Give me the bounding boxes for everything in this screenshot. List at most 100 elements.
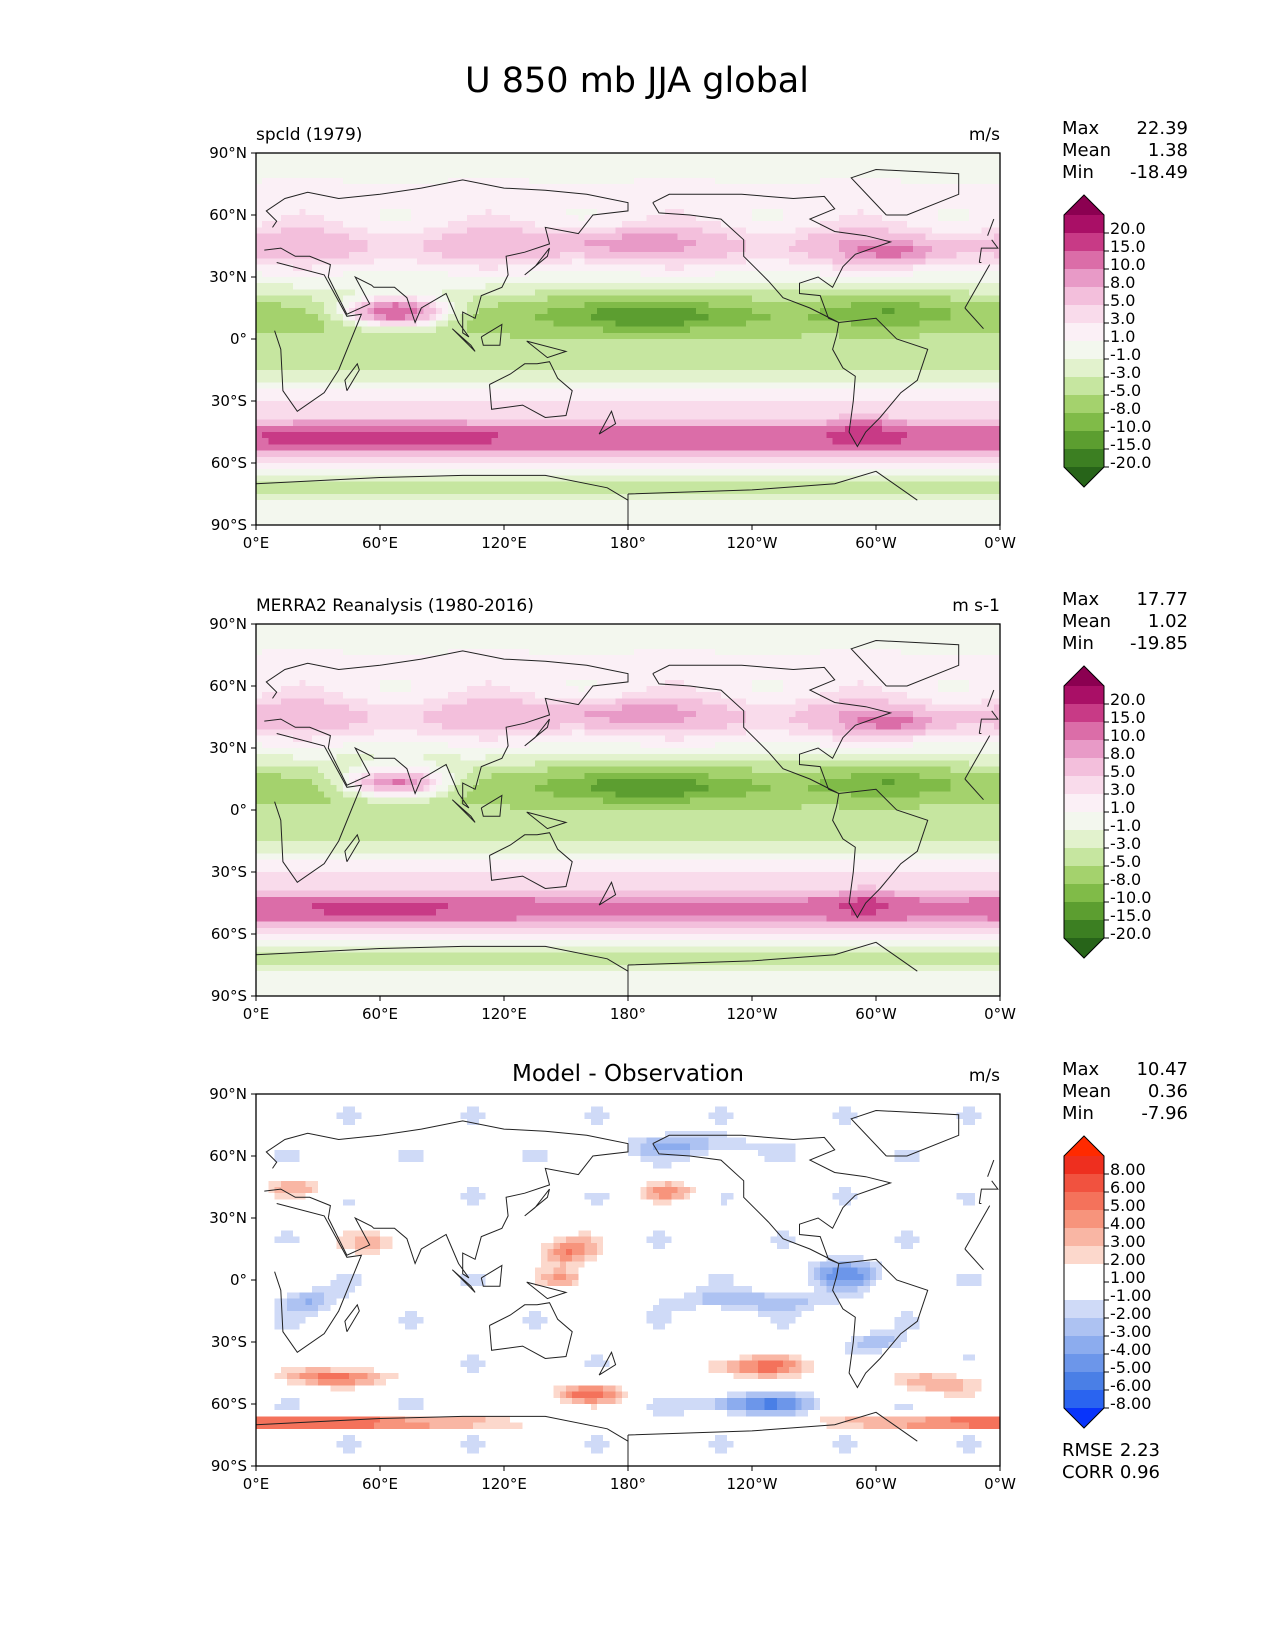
field-cell: [907, 221, 914, 228]
field-cell: [504, 172, 511, 179]
field-cell: [442, 190, 449, 197]
field-cell: [988, 159, 995, 166]
field-cell: [442, 159, 449, 166]
field-cell: [392, 209, 399, 216]
field-cell: [764, 215, 771, 222]
field-cell: [671, 165, 678, 172]
field-cell: [355, 215, 362, 222]
field-cell: [733, 203, 740, 210]
field-cell: [640, 190, 647, 197]
field-cell: [473, 221, 480, 228]
field-cell: [430, 215, 437, 222]
field-cell: [368, 153, 375, 160]
field-cell: [609, 153, 616, 160]
field-cell: [380, 227, 387, 234]
field-cell: [950, 221, 957, 228]
field-cell: [467, 153, 474, 160]
field-cell: [516, 172, 523, 179]
field-cell: [963, 190, 970, 197]
field-cell: [721, 209, 728, 216]
field-cell: [957, 190, 964, 197]
field-cell: [529, 221, 536, 228]
field-cell: [368, 178, 375, 185]
field-cell: [399, 159, 406, 166]
field-cell: [690, 184, 697, 191]
field-cell: [851, 227, 858, 234]
field-cell: [857, 196, 864, 203]
field-cell: [417, 153, 424, 160]
field-cell: [969, 196, 976, 203]
field-cell: [585, 153, 592, 160]
field-cell: [721, 184, 728, 191]
field-cell: [287, 165, 294, 172]
field-cell: [312, 215, 319, 222]
field-cell: [839, 190, 846, 197]
field-cell: [374, 190, 381, 197]
field-cell: [516, 221, 523, 228]
field-cell: [436, 159, 443, 166]
field-cell: [622, 172, 629, 179]
field-cell: [647, 215, 654, 222]
field-cell: [746, 227, 753, 234]
field-cell: [535, 165, 542, 172]
field-cell: [752, 172, 759, 179]
field-cell: [262, 165, 269, 172]
field-cell: [969, 159, 976, 166]
field-cell: [988, 209, 995, 216]
field-cell: [789, 196, 796, 203]
field-cell: [436, 234, 443, 241]
field-cell: [907, 172, 914, 179]
field-cell: [988, 178, 995, 185]
field-cell: [789, 215, 796, 222]
field-cell: [560, 178, 567, 185]
field-cell: [510, 209, 517, 216]
field-cell: [975, 227, 982, 234]
field-cell: [461, 215, 468, 222]
field-cell: [287, 203, 294, 210]
field-cell: [535, 234, 542, 241]
field-cell: [281, 227, 288, 234]
field-cell: [795, 227, 802, 234]
field-cell: [405, 203, 412, 210]
field-cell: [361, 172, 368, 179]
field-cell: [758, 184, 765, 191]
field-cell: [330, 172, 337, 179]
field-cell: [963, 203, 970, 210]
field-cell: [764, 234, 771, 241]
field-cell: [665, 196, 672, 203]
field-cell: [293, 159, 300, 166]
field-cell: [758, 153, 765, 160]
field-cell: [802, 178, 809, 185]
field-cell: [529, 153, 536, 160]
field-cell: [882, 190, 889, 197]
field-cell: [963, 153, 970, 160]
field-cell: [262, 234, 269, 241]
field-cell: [895, 215, 902, 222]
field-cell: [727, 178, 734, 185]
field-cell: [857, 153, 864, 160]
field-cell: [566, 172, 573, 179]
field-cell: [523, 178, 530, 185]
field-cell: [498, 196, 505, 203]
field-cell: [975, 184, 982, 191]
field-cell: [281, 215, 288, 222]
field-cell: [318, 178, 325, 185]
field-cell: [430, 172, 437, 179]
field-cell: [659, 178, 666, 185]
field-cell: [653, 184, 660, 191]
field-cell: [888, 227, 895, 234]
field-cell: [349, 234, 356, 241]
field-cell: [944, 153, 951, 160]
field-cell: [312, 165, 319, 172]
field-cell: [833, 190, 840, 197]
field-cell: [504, 165, 511, 172]
field-cell: [268, 196, 275, 203]
field-cell: [566, 209, 573, 216]
field-cell: [857, 165, 864, 172]
field-cell: [380, 203, 387, 210]
field-cell: [870, 209, 877, 216]
field-cell: [919, 184, 926, 191]
field-cell: [715, 190, 722, 197]
field-cell: [485, 203, 492, 210]
field-cell: [975, 153, 982, 160]
